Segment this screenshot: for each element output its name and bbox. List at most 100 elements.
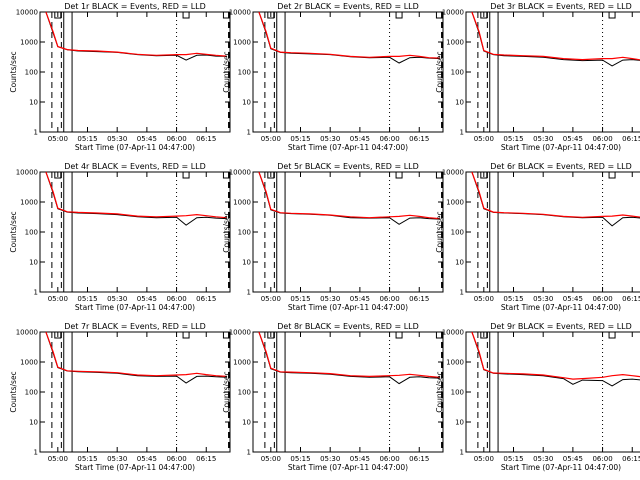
x-tick-label: 05:00 xyxy=(474,295,494,303)
y-tick-label: 10 xyxy=(29,99,38,107)
x-tick-label: 05:45 xyxy=(137,135,157,143)
y-tick-label: 10 xyxy=(455,419,464,427)
plot-frame xyxy=(39,331,231,453)
series-line-lld xyxy=(471,171,640,218)
y-tick-label: 100 xyxy=(238,69,251,77)
y-axis-label: Counts/sec xyxy=(222,51,231,92)
x-tick-label: 05:45 xyxy=(563,135,583,143)
x-tick-label: 06:00 xyxy=(166,295,186,303)
y-tick-label: 1 xyxy=(247,129,251,137)
y-tick-label: 1 xyxy=(34,449,38,457)
x-tick-label: 06:15 xyxy=(409,455,429,463)
panel-2: Det 2r BLACK = Events, RED = LLD 1 10 100 10… xyxy=(222,2,444,152)
plot-frame xyxy=(465,171,640,293)
y-axis-label: Counts/sec xyxy=(9,211,18,252)
x-tick-label: 06:00 xyxy=(166,455,186,463)
panel-4: Det 4r BLACK = Events, RED = LLD 1 10 100 10… xyxy=(9,162,231,312)
panel-9: Det 9r BLACK = Events, RED = LLD 1 10 100 10… xyxy=(435,322,640,472)
x-tick-label: 06:15 xyxy=(196,135,216,143)
x-tick-label: 05:45 xyxy=(137,455,157,463)
top-bracket-marker xyxy=(435,172,443,179)
x-tick-label: 05:45 xyxy=(137,295,157,303)
x-axis-label: Start Time (07-Apr-11 04:47:00) xyxy=(501,463,621,472)
panel-title: Det 3r BLACK = Events, RED = LLD xyxy=(490,2,632,11)
y-tick-label: 1000 xyxy=(446,39,464,47)
x-tick-label: 05:15 xyxy=(290,295,310,303)
panel-5: Det 5r BLACK = Events, RED = LLD 1 10 100 10… xyxy=(222,162,444,312)
top-bracket-marker xyxy=(222,172,230,179)
plot-frame xyxy=(39,11,231,133)
top-bracket-marker xyxy=(395,332,403,339)
panel-title: Det 8r BLACK = Events, RED = LLD xyxy=(277,322,419,331)
y-tick-label: 1000 xyxy=(233,359,251,367)
y-tick-label: 100 xyxy=(25,229,38,237)
y-tick-label: 10000 xyxy=(442,9,464,17)
y-tick-label: 1 xyxy=(247,449,251,457)
y-tick-label: 100 xyxy=(451,389,464,397)
y-tick-label: 10 xyxy=(242,419,251,427)
x-tick-label: 05:00 xyxy=(48,295,68,303)
y-tick-label: 10000 xyxy=(16,9,38,17)
top-bracket-marker xyxy=(608,172,616,179)
y-tick-label: 100 xyxy=(238,389,251,397)
series-line-lld xyxy=(45,11,227,57)
plot-frame xyxy=(252,11,444,133)
x-tick-label: 06:15 xyxy=(196,455,216,463)
top-bracket-marker xyxy=(182,172,190,179)
y-tick-label: 100 xyxy=(25,389,38,397)
series-line-events xyxy=(45,11,227,61)
top-bracket-marker xyxy=(54,172,62,179)
y-tick-label: 100 xyxy=(25,69,38,77)
plot-frame xyxy=(252,331,444,453)
y-tick-label: 10000 xyxy=(442,329,464,337)
x-tick-label: 05:00 xyxy=(261,135,281,143)
x-tick-label: 05:45 xyxy=(350,455,370,463)
x-tick-label: 06:15 xyxy=(409,295,429,303)
y-tick-label: 1000 xyxy=(233,39,251,47)
y-tick-label: 1 xyxy=(460,129,464,137)
series-line-events xyxy=(45,171,227,226)
y-axis-label: Counts/sec xyxy=(222,371,231,412)
plot-frame xyxy=(39,171,231,293)
y-tick-label: 1000 xyxy=(20,199,38,207)
panel-3: Det 3r BLACK = Events, RED = LLD 1 10 100 10… xyxy=(435,2,640,152)
series-line-lld xyxy=(258,171,440,220)
y-tick-label: 1000 xyxy=(446,199,464,207)
panel-title: Det 1r BLACK = Events, RED = LLD xyxy=(64,2,206,11)
top-bracket-marker xyxy=(480,12,488,19)
y-axis-label: Counts/sec xyxy=(9,51,18,92)
x-tick-label: 05:00 xyxy=(48,135,68,143)
y-tick-label: 1 xyxy=(34,289,38,297)
x-tick-label: 05:30 xyxy=(533,295,553,303)
plot-frame xyxy=(465,331,640,453)
top-bracket-marker xyxy=(480,332,488,339)
y-tick-label: 1000 xyxy=(446,359,464,367)
x-tick-label: 06:00 xyxy=(592,295,612,303)
y-tick-label: 1 xyxy=(460,449,464,457)
x-tick-label: 05:45 xyxy=(563,295,583,303)
x-tick-label: 05:15 xyxy=(503,455,523,463)
x-axis-label: Start Time (07-Apr-11 04:47:00) xyxy=(75,303,195,312)
panel-title: Det 6r BLACK = Events, RED = LLD xyxy=(490,162,632,171)
panel-8: Det 8r BLACK = Events, RED = LLD 1 10 100 10… xyxy=(222,322,444,472)
top-bracket-marker xyxy=(54,332,62,339)
x-axis-label: Start Time (07-Apr-11 04:47:00) xyxy=(501,303,621,312)
x-tick-label: 05:00 xyxy=(261,295,281,303)
y-axis-label: Counts/sec xyxy=(435,211,444,252)
series-line-lld xyxy=(471,331,640,380)
x-tick-label: 06:00 xyxy=(592,135,612,143)
top-bracket-marker xyxy=(222,332,230,339)
y-tick-label: 10 xyxy=(242,259,251,267)
y-axis-label: Counts/sec xyxy=(435,371,444,412)
y-tick-label: 10 xyxy=(29,259,38,267)
x-tick-label: 05:15 xyxy=(77,135,97,143)
x-tick-label: 06:00 xyxy=(379,135,399,143)
y-tick-label: 10000 xyxy=(442,169,464,177)
y-tick-label: 10000 xyxy=(229,9,251,17)
x-tick-label: 06:15 xyxy=(196,295,216,303)
panel-title: Det 7r BLACK = Events, RED = LLD xyxy=(64,322,206,331)
x-axis-label: Start Time (07-Apr-11 04:47:00) xyxy=(75,143,195,152)
series-line-lld xyxy=(45,171,227,219)
x-tick-label: 05:30 xyxy=(320,135,340,143)
